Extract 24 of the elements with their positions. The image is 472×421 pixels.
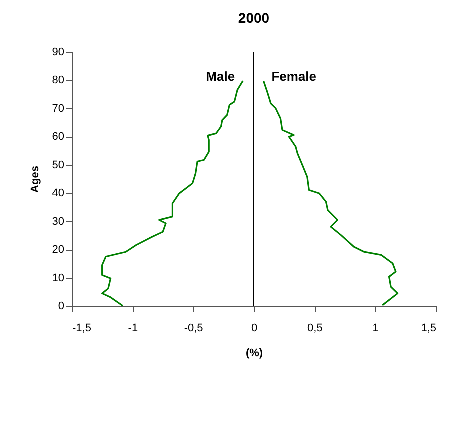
series-label: Female	[272, 69, 317, 84]
x-tick-label: 1	[372, 322, 379, 334]
y-tick-label: 20	[52, 244, 64, 256]
x-tick-label: 0,5	[308, 322, 323, 334]
chart-title: 2000	[238, 10, 270, 26]
y-tick-label: 80	[52, 74, 64, 87]
y-tick-label: 60	[52, 131, 64, 144]
y-tick-label: 0	[58, 300, 64, 312]
x-tick-label: -1,5	[72, 322, 92, 334]
line-series	[262, 80, 399, 306]
y-tick-label: 50	[52, 159, 64, 172]
x-axis-title: (%)	[246, 348, 264, 360]
x-tick-label: -0,5	[184, 322, 204, 334]
y-axis-title: Ages	[29, 166, 42, 193]
y-tick-label: 70	[52, 102, 64, 115]
y-tick-label: 30	[52, 216, 64, 228]
x-tick-label: 0	[251, 322, 258, 334]
y-tick-label: 90	[52, 46, 64, 58]
y-tick-label: 10	[52, 272, 64, 284]
x-tick-label: -1	[128, 322, 138, 334]
series-label: Male	[206, 69, 236, 84]
y-tick-label: 40	[52, 188, 64, 200]
x-tick-label: 1,5	[421, 322, 436, 334]
line-series	[102, 80, 244, 307]
